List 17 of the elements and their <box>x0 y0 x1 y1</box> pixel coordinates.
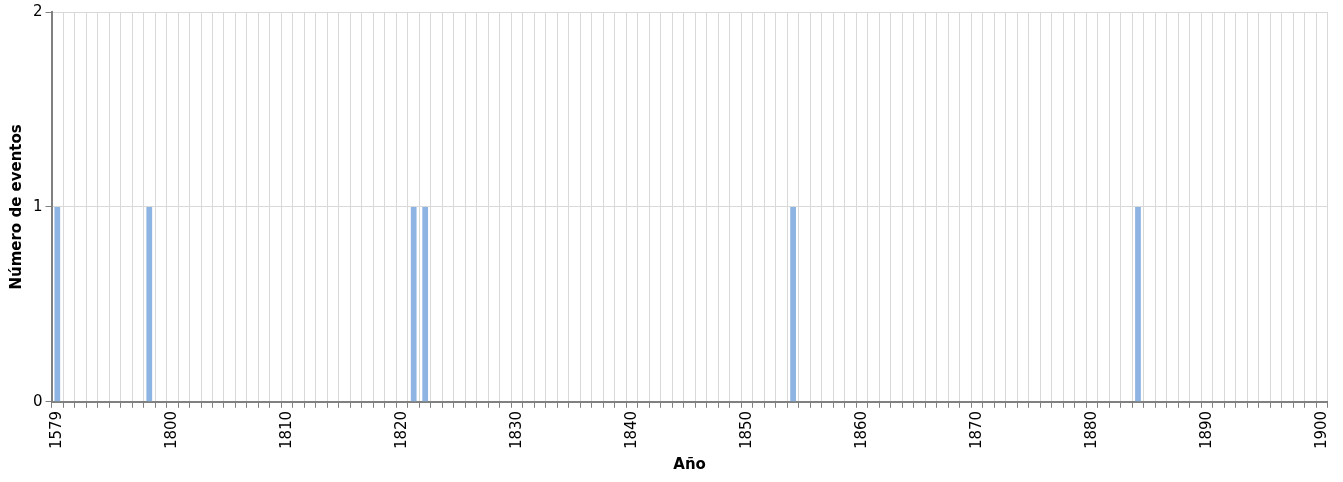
x-tick-label: 1890 <box>1196 410 1215 450</box>
x-tick-label: 1870 <box>966 410 985 450</box>
y-tick-label: 1 <box>33 196 43 215</box>
x-axis-title: Año <box>673 454 706 473</box>
x-tick-label: 1900 <box>1311 410 1330 450</box>
x-tick-label: 1880 <box>1081 410 1100 450</box>
x-tick-label: 1579 <box>47 410 66 450</box>
x-tick-label: 1830 <box>507 410 526 450</box>
y-tick-label: 0 <box>33 391 43 410</box>
x-tick-label: 1860 <box>851 410 870 450</box>
x-tick-label: 1810 <box>277 410 296 450</box>
y-tick-label: 2 <box>33 1 43 20</box>
x-tick-label: 1840 <box>622 410 641 450</box>
x-tick-label: 1800 <box>162 410 181 450</box>
x-tick-label: 1850 <box>736 410 755 450</box>
x-tick-label: 1820 <box>392 410 411 450</box>
y-axis-title: Número de eventos <box>6 124 25 290</box>
